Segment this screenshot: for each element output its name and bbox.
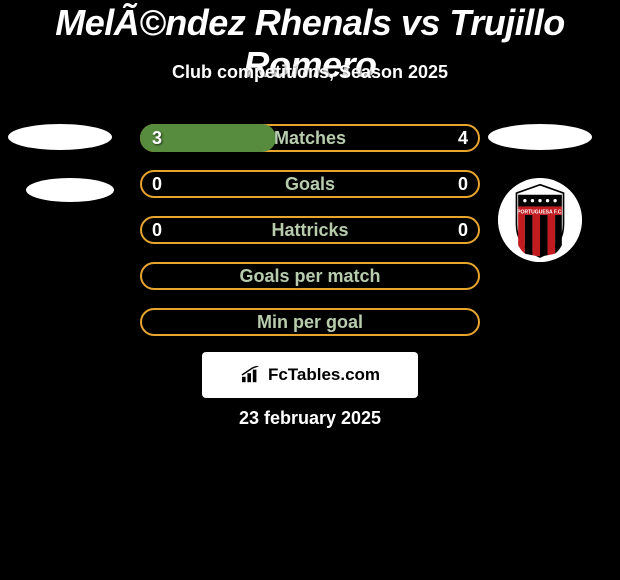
player-photo-left-1 — [26, 178, 114, 202]
stat-row: Matches3 4 — [140, 124, 480, 152]
fctables-text: FcTables.com — [268, 365, 380, 385]
subtitle: Club competitions, Season 2025 — [0, 62, 620, 83]
stat-right-value: 0 — [458, 216, 468, 244]
date-label: 23 february 2025 — [0, 408, 620, 429]
stat-label: Hattricks — [140, 216, 480, 244]
stat-row: Goals per match — [140, 262, 480, 290]
stat-left-value: 0 — [152, 170, 162, 198]
stat-label: Min per goal — [140, 308, 480, 336]
stat-left-value: 0 — [152, 216, 162, 244]
svg-text:PORTUGUESA F.C.: PORTUGUESA F.C. — [517, 209, 563, 215]
bar-chart-icon — [240, 366, 262, 384]
stat-row: Hattricks0 0 — [140, 216, 480, 244]
comparison-infographic: MelÃ©ndez Rhenals vs Trujillo Romero Clu… — [0, 0, 620, 580]
fctables-badge: FcTables.com — [202, 352, 418, 398]
stat-right-value: 0 — [458, 170, 468, 198]
stat-label: Goals — [140, 170, 480, 198]
stat-right-value: 4 — [458, 124, 468, 152]
right-club-logo: PORTUGUESA F.C. — [498, 178, 582, 262]
stat-row: Goals0 0 — [140, 170, 480, 198]
stat-label: Goals per match — [140, 262, 480, 290]
stat-left-value: 3 — [152, 124, 162, 152]
player-photo-right-0 — [488, 124, 592, 150]
stat-label: Matches — [140, 124, 480, 152]
player-photo-left-0 — [8, 124, 112, 150]
stat-row: Min per goal — [140, 308, 480, 336]
